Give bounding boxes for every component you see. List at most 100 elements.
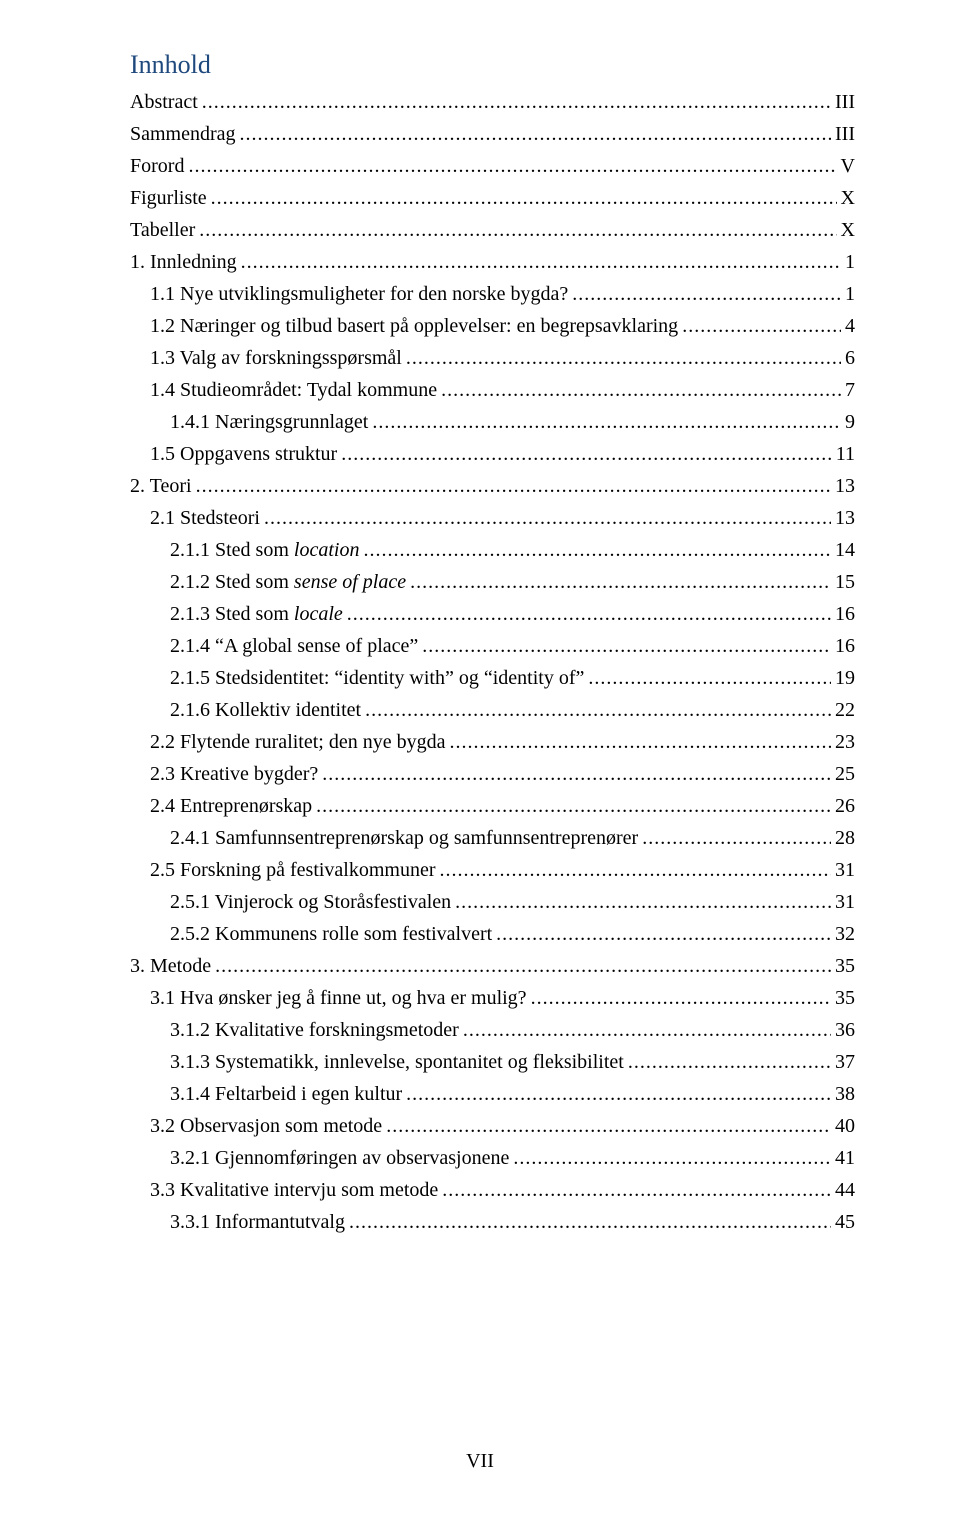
toc-entry: 2.3 Kreative bygder?25 [130,758,855,790]
toc-entry: 1.5 Oppgavens struktur 11 [130,438,855,470]
toc-entry: TabellerX [130,214,855,246]
toc-leader-dots [406,1078,831,1110]
toc-leader-dots [406,342,841,374]
toc-entry-label: 2.5.2 Kommunens rolle som festivalvert [170,918,492,950]
toc-entry-label: 2.4 Entreprenørskap [150,790,312,822]
toc-entry-page: 14 [835,534,855,566]
toc-leader-dots [365,694,831,726]
toc-entry-page: 38 [835,1078,855,1110]
toc-entry-label: 3. Metode [130,950,211,982]
toc-entry-label: Abstract [130,86,198,118]
document-page: Innhold Abstract III Sammendrag III Forord VF… [0,0,960,1515]
toc-entry: 2.1.3 Sted som locale16 [130,598,855,630]
toc-heading: Innhold [130,50,855,80]
toc-entry-label: 3.3 Kvalitative intervju som metode [150,1174,438,1206]
toc-entry: 2.1.2 Sted som sense of place15 [130,566,855,598]
page-number: VII [0,1450,960,1473]
toc-leader-dots [241,246,841,278]
toc-leader-dots [202,86,831,118]
toc-leader-dots [422,630,831,662]
toc-entry-page: X [841,182,855,214]
toc-leader-dots [215,950,831,982]
toc-entry-label: Tabeller [130,214,195,246]
toc-entry-page: 11 [836,438,855,470]
toc-entry: 3.2 Observasjon som metode40 [130,1110,855,1142]
toc-leader-dots [449,726,831,758]
toc-entry-page: 45 [835,1206,855,1238]
toc-entry: 2. Teori13 [130,470,855,502]
toc-entry: 2.1.5 Stedsidentitet: “identity with” og… [130,662,855,694]
toc-entry-label: 3.3.1 Informantutvalg [170,1206,345,1238]
toc-leader-dots [341,438,832,470]
toc-entry: FigurlisteX [130,182,855,214]
toc-leader-dots [410,566,831,598]
toc-entry: Abstract III [130,86,855,118]
toc-leader-dots [442,1174,831,1206]
toc-entry-page: 25 [835,758,855,790]
toc-entry: 2.4 Entreprenørskap 26 [130,790,855,822]
toc-entry-page: 9 [845,406,855,438]
toc-leader-dots [196,470,831,502]
toc-entry: Sammendrag III [130,118,855,150]
toc-entry: 2.4.1 Samfunnsentreprenørskap og samfunn… [130,822,855,854]
toc-entry: 3.1.3 Systematikk, innlevelse, spontanit… [130,1046,855,1078]
toc-entry-page: III [835,86,855,118]
toc-entry-label: 3.1.2 Kvalitative forskningsmetoder [170,1014,459,1046]
toc-entry-label: 2.5 Forskning på festivalkommuner [150,854,436,886]
toc-entry-page: 1 [845,278,855,310]
toc-entry-page: 31 [835,854,855,886]
toc-entry-label: 2.4.1 Samfunnsentreprenørskap og samfunn… [170,822,638,854]
toc-leader-dots [199,214,836,246]
toc-entry-label: 2.1.5 Stedsidentitet: “identity with” og… [170,662,584,694]
toc-entry-label: 2.1 Stedsteori [150,502,260,534]
toc-leader-dots [322,758,831,790]
toc-leader-dots [572,278,841,310]
toc-leader-dots [463,1014,831,1046]
toc-entry: 1.4.1 Næringsgrunnlaget9 [130,406,855,438]
toc-entry-page: 36 [835,1014,855,1046]
toc-entry-page: 40 [835,1110,855,1142]
toc-entry-page: 22 [835,694,855,726]
toc-entry-page: 16 [835,598,855,630]
toc-leader-dots [496,918,831,950]
toc-entry-label: 1.1 Nye utviklingsmuligheter for den nor… [150,278,568,310]
toc-entry-page: III [835,118,855,150]
toc-entry-label: 1.5 Oppgavens struktur [150,438,337,470]
toc-entry-label: 2. Teori [130,470,192,502]
toc-leader-dots [455,886,831,918]
toc-leader-dots [264,502,831,534]
toc-entry: 2.5 Forskning på festivalkommuner 31 [130,854,855,886]
toc-leader-dots [240,118,831,150]
toc-entry-page: 41 [835,1142,855,1174]
toc-container: Abstract III Sammendrag III Forord VFigurlist… [130,86,855,1238]
toc-entry: 1.1 Nye utviklingsmuligheter for den nor… [130,278,855,310]
toc-leader-dots [372,406,841,438]
toc-entry-page: 7 [845,374,855,406]
toc-entry-page: V [841,150,855,182]
toc-entry-page: 31 [835,886,855,918]
toc-entry: 3. Metode 35 [130,950,855,982]
toc-entry-label: 2.1.4 “A global sense of place” [170,630,418,662]
toc-entry: 1.4 Studieområdet: Tydal kommune 7 [130,374,855,406]
toc-entry: 3.1.2 Kvalitative forskningsmetoder 36 [130,1014,855,1046]
toc-entry-page: 4 [845,310,855,342]
toc-entry-page: 15 [835,566,855,598]
toc-entry-page: 35 [835,950,855,982]
toc-entry-label: Sammendrag [130,118,236,150]
toc-entry-page: 26 [835,790,855,822]
toc-entry: 2.5.1 Vinjerock og Storåsfestivalen31 [130,886,855,918]
toc-leader-dots [347,598,831,630]
toc-entry-label: 3.1.3 Systematikk, innlevelse, spontanit… [170,1046,624,1078]
toc-entry-label: 3.1.4 Feltarbeid i egen kultur [170,1078,402,1110]
toc-entry-page: 32 [835,918,855,950]
toc-entry-label: Forord [130,150,184,182]
toc-entry-label: 1.4 Studieområdet: Tydal kommune [150,374,437,406]
toc-leader-dots [440,854,831,886]
toc-entry-page: 6 [845,342,855,374]
toc-entry-label: 2.1.6 Kollektiv identitet [170,694,361,726]
toc-entry: 2.2 Flytende ruralitet; den nye bygda23 [130,726,855,758]
toc-leader-dots [316,790,831,822]
toc-leader-dots [211,182,837,214]
toc-entry-page: 19 [835,662,855,694]
toc-entry: 1.3 Valg av forskningsspørsmål6 [130,342,855,374]
